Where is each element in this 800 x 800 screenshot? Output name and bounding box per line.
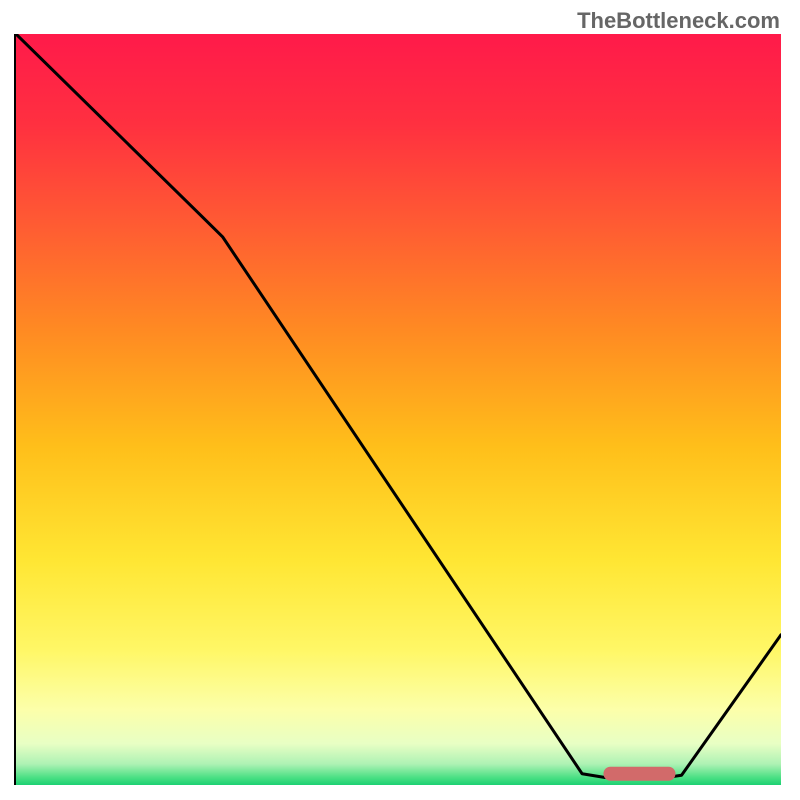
bottleneck-curve [16,34,781,777]
plot-area [16,34,781,785]
optimum-marker [603,767,675,781]
chart-container: TheBottleneck.com [0,0,800,800]
watermark-text: TheBottleneck.com [577,8,780,34]
curve-layer [16,34,781,785]
